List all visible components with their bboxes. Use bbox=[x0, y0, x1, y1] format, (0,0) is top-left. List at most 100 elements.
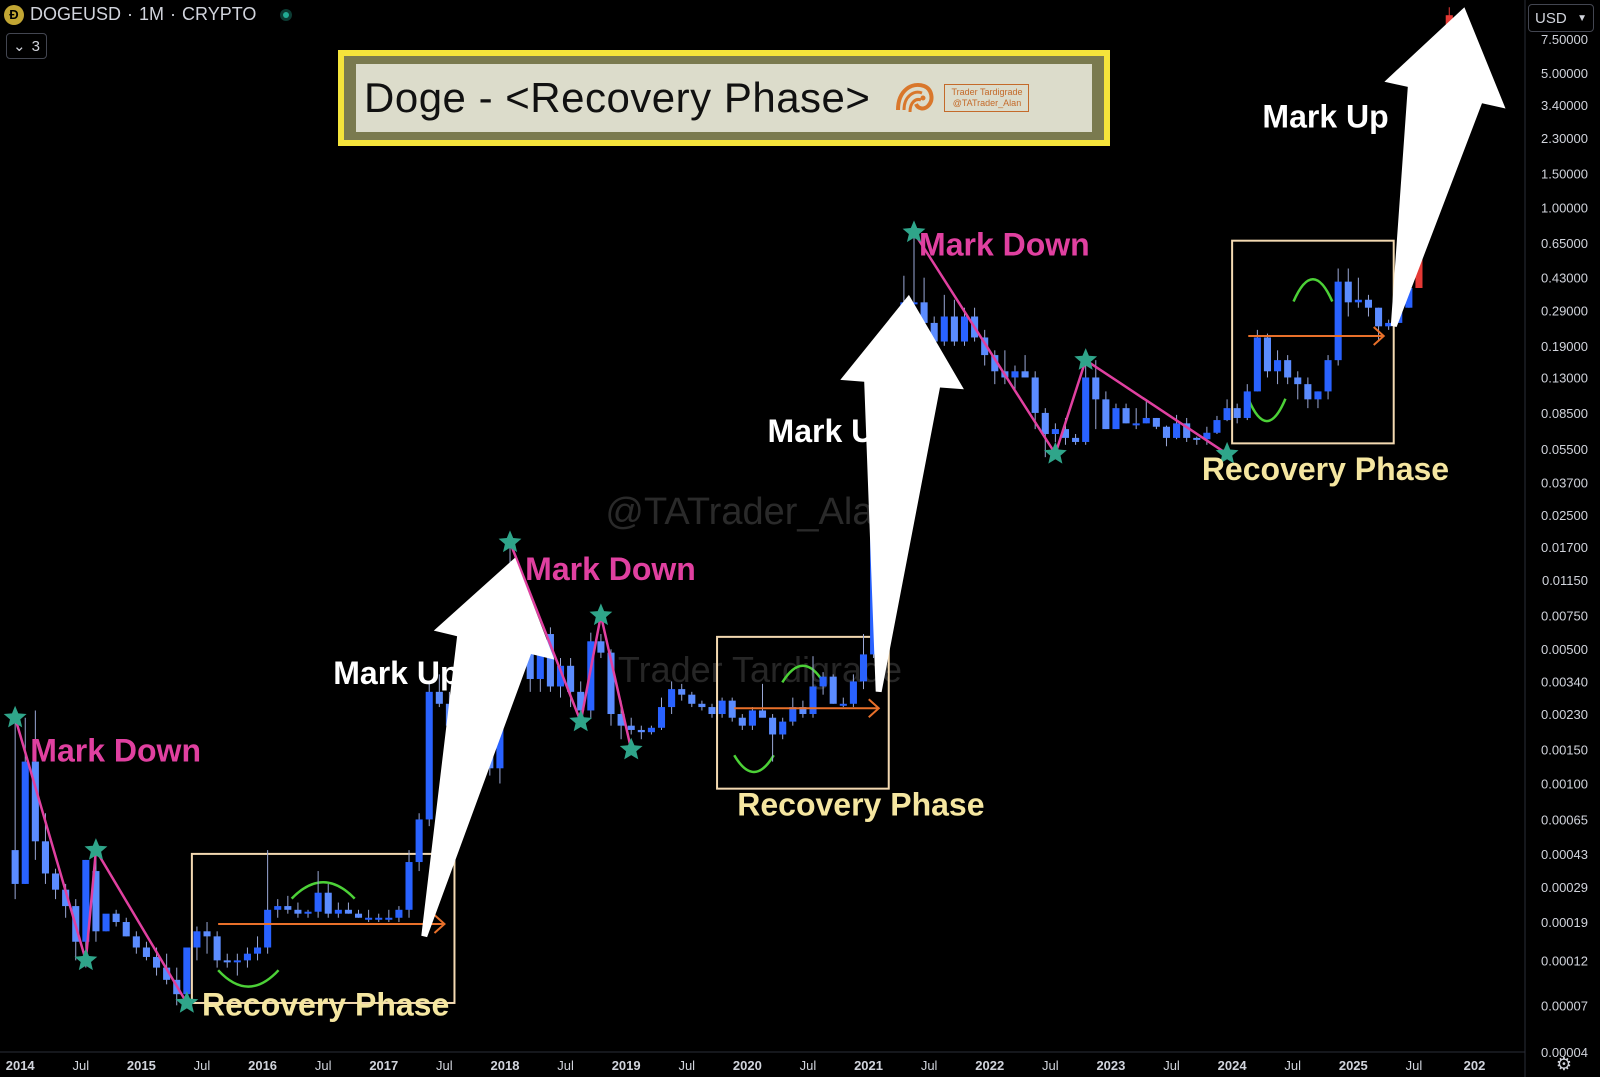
candle-body bbox=[1253, 337, 1261, 392]
candle-body bbox=[324, 892, 332, 914]
candle-body bbox=[1041, 412, 1049, 435]
candle-body bbox=[193, 931, 201, 948]
candle-body bbox=[385, 917, 393, 920]
candle-body bbox=[1162, 426, 1171, 438]
candle-body bbox=[395, 909, 403, 918]
candle-body bbox=[344, 909, 352, 914]
price-tick-label: 0.00007 bbox=[1541, 998, 1588, 1013]
candle-body bbox=[1132, 423, 1140, 426]
candle-body bbox=[183, 947, 191, 995]
candle-body bbox=[789, 707, 797, 722]
candle-body bbox=[981, 337, 989, 356]
candle-body bbox=[1274, 360, 1282, 372]
symbol-header[interactable]: Ð DOGEUSD · 1M · CRYPTO bbox=[4, 4, 293, 25]
candle-body bbox=[950, 316, 958, 342]
candle-body bbox=[1112, 408, 1120, 430]
candle-body bbox=[829, 676, 837, 704]
time-tick-label: Jul bbox=[315, 1058, 332, 1073]
settings-gear-icon[interactable]: ⚙ bbox=[1555, 1054, 1573, 1074]
phase-label-recovery: Recovery Phase bbox=[202, 986, 449, 1022]
candle-body bbox=[435, 691, 443, 704]
candle-body bbox=[920, 302, 928, 323]
pivot-star-icon bbox=[1074, 348, 1098, 370]
candle-body bbox=[668, 689, 676, 708]
time-tick-label: Jul bbox=[1406, 1058, 1423, 1073]
range-arrow-head bbox=[868, 698, 881, 718]
candle-body bbox=[779, 721, 787, 735]
indicators-toggle-button[interactable]: ⌄ 3 bbox=[6, 33, 47, 59]
title-banner: Doge - <Recovery Phase> Trader Tardigrad… bbox=[338, 50, 1110, 146]
price-tick-label: 0.01700 bbox=[1541, 540, 1588, 555]
time-tick-label: 2019 bbox=[612, 1058, 641, 1073]
price-tick-label: 0.02500 bbox=[1541, 508, 1588, 523]
candle-body bbox=[1405, 287, 1413, 308]
time-tick-label: 2018 bbox=[491, 1058, 520, 1073]
pivot-star-icon bbox=[589, 603, 613, 626]
pivot-star-icon bbox=[74, 948, 98, 971]
candle-body bbox=[991, 355, 999, 372]
candle-body bbox=[940, 316, 948, 342]
candle-body bbox=[41, 841, 49, 874]
candle-body bbox=[375, 917, 383, 920]
range-arrow-head bbox=[1373, 326, 1386, 346]
candle-body bbox=[365, 917, 373, 920]
phase-label-down: Mark Down bbox=[30, 733, 201, 769]
candle-body bbox=[203, 931, 211, 937]
price-tick-label: 5.00000 bbox=[1541, 66, 1588, 81]
interval-label[interactable]: 1M bbox=[139, 4, 165, 24]
tardigrade-logo-icon bbox=[896, 83, 934, 113]
time-tick-label: Jul bbox=[436, 1058, 453, 1073]
candle-body bbox=[11, 850, 19, 884]
candle-body bbox=[314, 892, 322, 912]
candle-body bbox=[1072, 437, 1080, 442]
pivot-star-icon bbox=[498, 530, 522, 553]
pivot-star-icon bbox=[1044, 441, 1067, 464]
candle-body bbox=[859, 654, 868, 682]
candle-body bbox=[1061, 429, 1070, 438]
candle-body bbox=[1193, 437, 1201, 440]
candle-body bbox=[112, 913, 120, 923]
candle-body bbox=[526, 641, 534, 679]
time-tick-label: Jul bbox=[800, 1058, 817, 1073]
candle-body bbox=[1173, 423, 1181, 438]
candle-body bbox=[163, 967, 171, 980]
price-tick-label: 0.13000 bbox=[1541, 370, 1588, 385]
candle-body bbox=[819, 676, 827, 687]
candle-body bbox=[1375, 307, 1383, 327]
candle-body bbox=[334, 909, 342, 914]
price-tick-label: 0.00500 bbox=[1541, 642, 1588, 657]
currency-label: USD bbox=[1535, 9, 1567, 27]
candle-body bbox=[617, 714, 625, 726]
candle-body bbox=[567, 665, 575, 692]
candle-body bbox=[304, 911, 312, 914]
candle-body bbox=[758, 710, 767, 718]
candle-body bbox=[627, 725, 635, 730]
candle-body bbox=[31, 761, 39, 842]
time-tick-label: 2024 bbox=[1218, 1058, 1248, 1073]
recovery-box bbox=[190, 852, 456, 1004]
candle-body bbox=[1284, 360, 1292, 378]
arc-bottom bbox=[1247, 398, 1287, 423]
price-tick-label: 0.00750 bbox=[1541, 608, 1588, 623]
candle-body bbox=[1364, 299, 1372, 308]
brand-tag: Trader Tardigrade @TATrader_Alan bbox=[944, 84, 1030, 112]
pivot-star-icon bbox=[1215, 441, 1239, 464]
time-tick-label: 2023 bbox=[1096, 1058, 1125, 1073]
candle-body bbox=[799, 707, 807, 715]
candle-body bbox=[1082, 377, 1090, 442]
currency-select[interactable]: USD ▼ bbox=[1528, 4, 1594, 32]
price-tick-label: 0.43000 bbox=[1541, 271, 1588, 286]
price-tick-label: 0.00150 bbox=[1541, 743, 1588, 758]
mark-up-arrow bbox=[840, 294, 964, 693]
candle-body bbox=[122, 922, 130, 937]
separator-1: · bbox=[127, 4, 134, 24]
candle-body bbox=[1142, 417, 1150, 424]
price-tick-label: 0.65000 bbox=[1541, 236, 1588, 251]
candle-body bbox=[233, 960, 241, 963]
pivot-star-icon bbox=[902, 220, 926, 243]
time-tick-label: 2021 bbox=[854, 1058, 883, 1073]
doge-coin-icon: Ð bbox=[4, 4, 24, 25]
candle-body bbox=[92, 871, 100, 932]
candle-body bbox=[809, 686, 817, 715]
